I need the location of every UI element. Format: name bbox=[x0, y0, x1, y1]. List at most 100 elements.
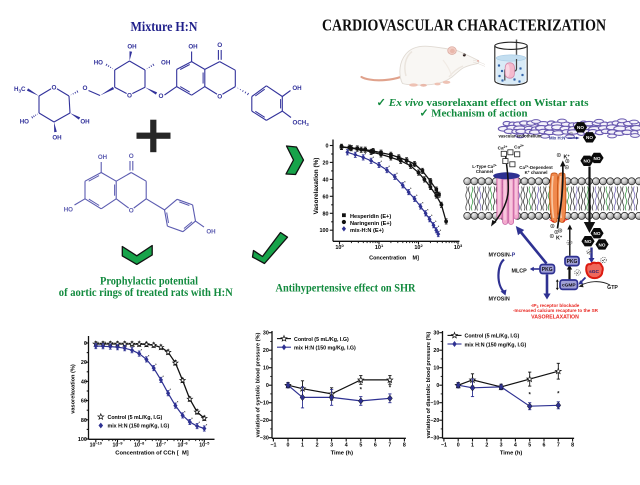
svg-text:100: 100 bbox=[78, 437, 87, 443]
svg-text:60: 60 bbox=[81, 399, 87, 405]
svg-text:NO: NO bbox=[599, 242, 606, 247]
svg-text:NO: NO bbox=[586, 135, 593, 140]
svg-text:1: 1 bbox=[471, 443, 474, 449]
svg-text:mix H:N (150 mg/Kg, I.G): mix H:N (150 mg/Kg, I.G) bbox=[108, 424, 170, 430]
svg-text:2: 2 bbox=[485, 443, 488, 449]
svg-text:OH: OH bbox=[206, 229, 216, 236]
svg-text:O: O bbox=[129, 153, 134, 160]
svg-text:6: 6 bbox=[543, 443, 546, 449]
svg-text:MYOSIN: MYOSIN bbox=[489, 297, 510, 303]
svg-text:7: 7 bbox=[388, 443, 391, 449]
svg-text:NO: NO bbox=[594, 231, 601, 236]
svg-text:OH: OH bbox=[52, 135, 62, 142]
svg-text:O: O bbox=[52, 85, 57, 92]
svg-text:Mixture H:N: Mixture H:N bbox=[131, 20, 198, 35]
svg-text:OH: OH bbox=[188, 44, 198, 51]
svg-text:Time (h): Time (h) bbox=[331, 450, 354, 456]
svg-text:5: 5 bbox=[359, 443, 362, 449]
svg-text:20: 20 bbox=[263, 348, 269, 354]
svg-text:2: 2 bbox=[316, 443, 319, 449]
svg-text:40: 40 bbox=[323, 177, 329, 183]
svg-text:4: 4 bbox=[514, 443, 517, 449]
svg-text:MYOSIN-P: MYOSIN-P bbox=[489, 253, 516, 259]
svg-text:O: O bbox=[217, 93, 222, 100]
svg-text:0: 0 bbox=[326, 144, 329, 150]
svg-text:60: 60 bbox=[323, 194, 329, 200]
svg-text:−1: −1 bbox=[441, 443, 447, 449]
svg-text:20: 20 bbox=[81, 360, 87, 366]
svg-text:NO: NO bbox=[584, 159, 591, 164]
svg-text:5: 5 bbox=[528, 443, 531, 449]
svg-text:−1: −1 bbox=[270, 443, 276, 449]
svg-text:OH: OH bbox=[98, 154, 108, 161]
svg-text:0: 0 bbox=[84, 341, 87, 347]
svg-text:CARDIOVASCULAR CHARACTERIZATIO: CARDIOVASCULAR CHARACTERIZATION bbox=[322, 16, 606, 35]
svg-text:20: 20 bbox=[323, 160, 329, 166]
svg-text:of aortic rings of treated rat: of aortic rings of treated rats with H:N bbox=[59, 285, 233, 299]
svg-text:100: 100 bbox=[320, 228, 329, 234]
svg-text:cGMP: cGMP bbox=[562, 283, 576, 289]
svg-text:Concentration of CCh [ M]: Concentration of CCh [ M] bbox=[115, 450, 188, 456]
svg-text:0: 0 bbox=[436, 383, 439, 389]
svg-text:sGC: sGC bbox=[589, 269, 599, 275]
svg-text:40: 40 bbox=[81, 379, 87, 385]
svg-text:4: 4 bbox=[345, 443, 348, 449]
svg-text:variation of systolic blood pr: variation of systolic blood pressure (%) bbox=[256, 332, 262, 437]
svg-text:OH: OH bbox=[292, 85, 302, 92]
svg-text:vascular endothelium: vascular endothelium bbox=[498, 134, 541, 139]
svg-text:6: 6 bbox=[374, 443, 377, 449]
svg-text:NO: NO bbox=[585, 239, 592, 244]
svg-text:MLCP: MLCP bbox=[512, 269, 528, 275]
svg-text:Naringenin (E+): Naringenin (E+) bbox=[350, 221, 392, 227]
svg-text:0: 0 bbox=[457, 443, 460, 449]
svg-text:O: O bbox=[159, 93, 164, 100]
svg-text:vasorelaxation (%): vasorelaxation (%) bbox=[71, 364, 77, 414]
svg-text:Control (5 mL/Kg, I.G): Control (5 mL/Kg, I.G) bbox=[465, 334, 520, 340]
svg-text:8: 8 bbox=[571, 443, 574, 449]
svg-text:O: O bbox=[83, 85, 88, 92]
svg-text:10: 10 bbox=[433, 366, 439, 372]
svg-text:NO: NO bbox=[577, 125, 584, 130]
svg-text:Concentration M]: Concentration M] bbox=[369, 255, 419, 261]
svg-text:HO: HO bbox=[94, 60, 103, 67]
svg-text:OH: OH bbox=[127, 44, 137, 51]
svg-text:NO: NO bbox=[594, 156, 601, 161]
svg-text:✓ Mechanism of action: ✓ Mechanism of action bbox=[420, 108, 528, 120]
svg-text:Control (5 mL/Kg, I.G): Control (5 mL/Kg, I.G) bbox=[108, 415, 163, 421]
svg-text:Vasorelaxation (%): Vasorelaxation (%) bbox=[313, 158, 320, 215]
svg-text:20: 20 bbox=[433, 348, 439, 354]
svg-text:O: O bbox=[129, 208, 134, 215]
svg-text:OH: OH bbox=[161, 60, 171, 67]
svg-text:3: 3 bbox=[500, 443, 503, 449]
svg-text:Channel: Channel bbox=[476, 169, 493, 174]
svg-text:O: O bbox=[127, 93, 132, 100]
svg-text:PKG: PKG bbox=[542, 267, 553, 273]
svg-text:-Increased calcium recapture t: -Increased calcium recapture to the SR bbox=[513, 308, 599, 313]
svg-text:Antihypertensive effect on SHR: Antihypertensive effect on SHR bbox=[276, 281, 416, 295]
svg-text:mix H:N (150 mg/Kg, I.G): mix H:N (150 mg/Kg, I.G) bbox=[294, 345, 356, 351]
svg-text:VASORELAXATION: VASORELAXATION bbox=[531, 315, 579, 321]
svg-text:1: 1 bbox=[301, 443, 304, 449]
svg-text:Control (5 mL/Kg, I.G): Control (5 mL/Kg, I.G) bbox=[294, 337, 349, 343]
svg-text:Hesperidin (E+): Hesperidin (E+) bbox=[350, 214, 391, 220]
svg-text:variation of diastolic blood p: variation of diastolic blood pressure (%… bbox=[426, 332, 432, 439]
svg-text:8: 8 bbox=[403, 443, 406, 449]
svg-text:10: 10 bbox=[263, 366, 269, 372]
svg-text:HO: HO bbox=[64, 207, 73, 214]
svg-text:30: 30 bbox=[263, 331, 269, 337]
svg-text:0: 0 bbox=[266, 383, 269, 389]
svg-text:O: O bbox=[217, 42, 222, 49]
svg-text:HO: HO bbox=[20, 119, 29, 126]
svg-text:80: 80 bbox=[81, 418, 87, 424]
svg-text:80: 80 bbox=[323, 211, 329, 217]
svg-text:ⓘ: ⓘ bbox=[569, 131, 573, 136]
svg-text:OH: OH bbox=[80, 119, 90, 126]
svg-text:GTP: GTP bbox=[607, 285, 618, 291]
svg-text:Mix H:N: Mix H:N bbox=[549, 136, 565, 141]
svg-text:PKG: PKG bbox=[567, 259, 578, 265]
svg-text:Time (h): Time (h) bbox=[500, 450, 523, 456]
svg-text:0: 0 bbox=[287, 443, 290, 449]
svg-text:mix H:N (150 mg/Kg, I.G): mix H:N (150 mg/Kg, I.G) bbox=[465, 342, 527, 348]
svg-text:mix-H:N (E+): mix-H:N (E+) bbox=[350, 228, 384, 234]
svg-text:7: 7 bbox=[557, 443, 560, 449]
